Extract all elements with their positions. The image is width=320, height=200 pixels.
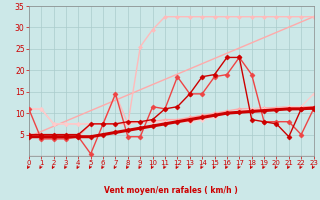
X-axis label: Vent moyen/en rafales ( km/h ): Vent moyen/en rafales ( km/h ) [104, 186, 238, 195]
